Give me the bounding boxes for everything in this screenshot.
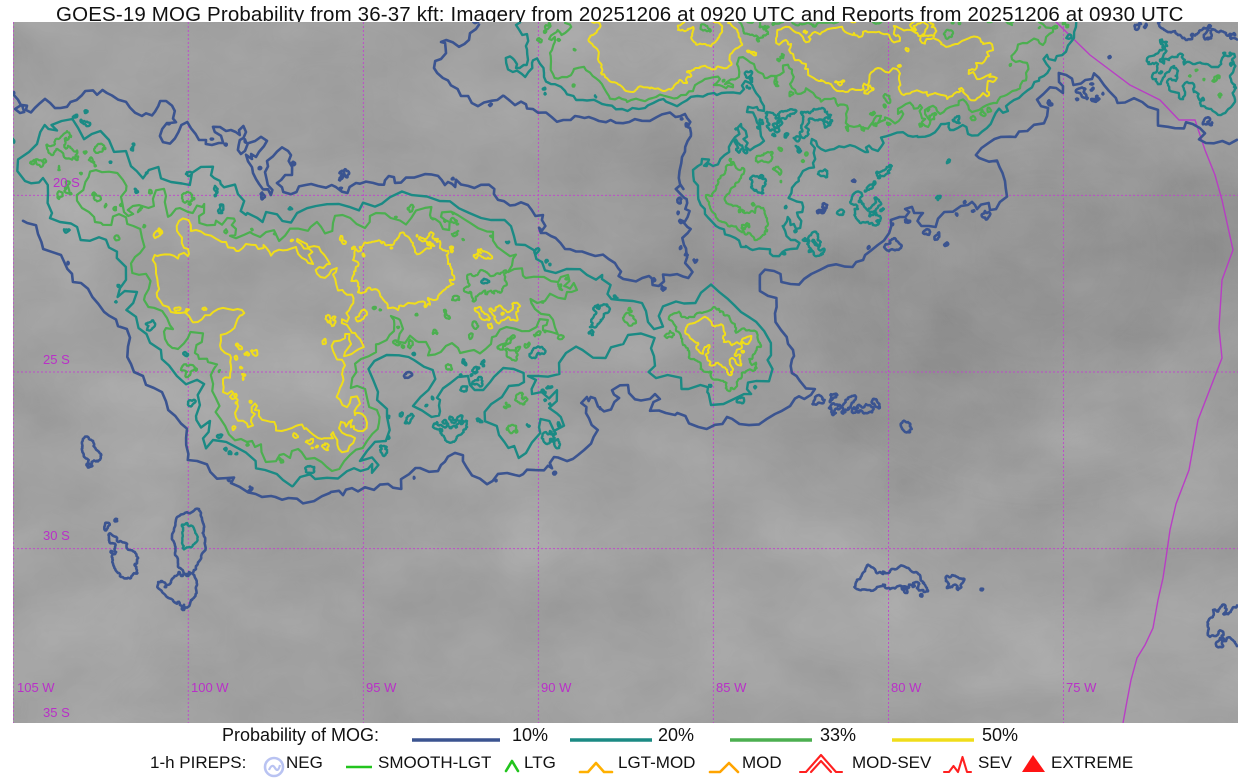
svg-text:20 S: 20 S [53,175,80,190]
svg-text:30 S: 30 S [43,528,70,543]
svg-text:100 W: 100 W [191,680,229,695]
svg-text:80 W: 80 W [891,680,922,695]
svg-text:25 S: 25 S [43,352,70,367]
svg-text:105 W: 105 W [17,680,55,695]
svg-text:85 W: 85 W [716,680,747,695]
svg-text:90 W: 90 W [541,680,572,695]
svg-text:35 S: 35 S [43,705,70,720]
svg-text:75 W: 75 W [1066,680,1097,695]
svg-text:95 W: 95 W [366,680,397,695]
